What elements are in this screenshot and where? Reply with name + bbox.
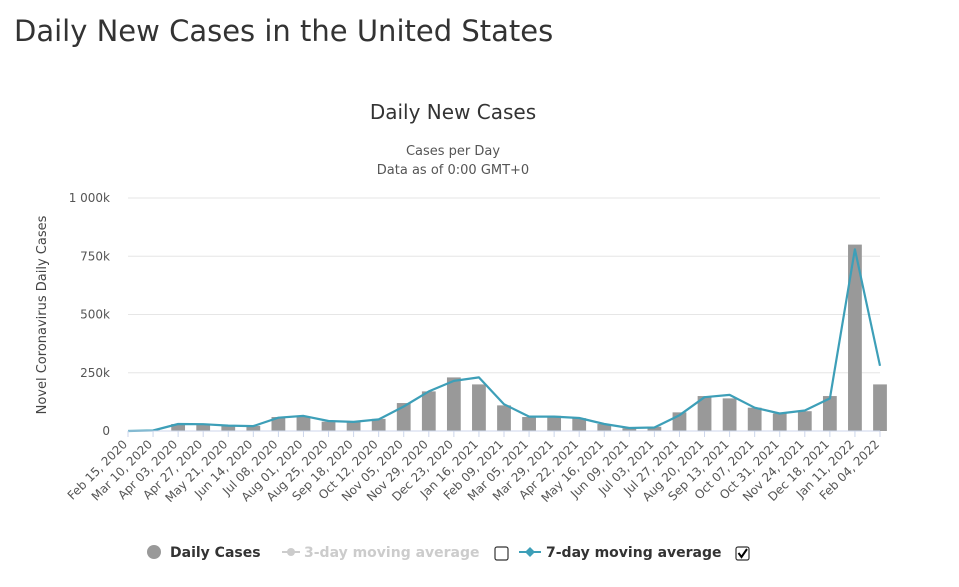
daily-cases-bar[interactable] bbox=[296, 416, 311, 431]
y-tick-label: 1 000k bbox=[69, 191, 110, 205]
y-axis-title: Novel Coronavirus Daily Cases bbox=[35, 215, 50, 414]
y-tick-label: 500k bbox=[80, 308, 110, 322]
daily-cases-bar[interactable] bbox=[321, 421, 336, 431]
daily-cases-bar[interactable] bbox=[396, 403, 411, 431]
daily-cases-bar[interactable] bbox=[722, 398, 737, 431]
legend-7-day-diamond-icon bbox=[525, 547, 535, 557]
chart-title: Daily New Cases bbox=[370, 100, 536, 124]
legend-item-7-day-average[interactable]: 7-day moving average bbox=[519, 545, 722, 561]
y-tick-label: 0 bbox=[102, 424, 110, 438]
daily-cases-bar[interactable] bbox=[822, 396, 837, 431]
seven-day-average-layer[interactable] bbox=[127, 248, 882, 433]
y-tick-label: 750k bbox=[80, 249, 110, 263]
daily-cases-bar[interactable] bbox=[346, 421, 361, 431]
daily-cases-bar[interactable] bbox=[622, 428, 637, 431]
daily-cases-bar[interactable] bbox=[597, 424, 612, 431]
daily-cases-bar[interactable] bbox=[772, 413, 787, 431]
daily-cases-bar[interactable] bbox=[196, 424, 211, 431]
seven-day-average-line[interactable] bbox=[127, 248, 882, 433]
y-axis-ticks: 0 250k 500k 750k 1 000k bbox=[69, 191, 110, 438]
daily-cases-bar[interactable] bbox=[848, 244, 862, 431]
daily-cases-bar[interactable] bbox=[171, 424, 186, 431]
legend: Daily Cases 3-day moving average 7-day m… bbox=[147, 545, 750, 561]
daily-cases-bar[interactable] bbox=[697, 396, 712, 431]
daily-cases-bar[interactable] bbox=[797, 411, 812, 431]
legend-item-3-day-average[interactable]: 3-day moving average bbox=[282, 545, 480, 561]
daily-cases-bar[interactable] bbox=[547, 415, 562, 431]
daily-cases-bar[interactable] bbox=[572, 418, 587, 431]
daily-cases-bar[interactable] bbox=[446, 377, 461, 431]
legend-7-day-label: 7-day moving average bbox=[546, 545, 722, 561]
daily-cases-bar[interactable] bbox=[421, 391, 436, 431]
legend-3-day-checkbox[interactable] bbox=[494, 546, 509, 561]
daily-cases-bar[interactable] bbox=[747, 407, 762, 431]
daily-cases-bar[interactable] bbox=[522, 417, 536, 431]
legend-7-day-checkmark-icon bbox=[737, 548, 748, 559]
legend-daily-cases-marker bbox=[147, 545, 161, 559]
legend-daily-cases-label: Daily Cases bbox=[170, 545, 261, 561]
chart-subtitle-line-1: Cases per Day bbox=[406, 144, 500, 159]
daily-cases-bars[interactable] bbox=[146, 244, 887, 431]
legend-item-daily-cases[interactable]: Daily Cases bbox=[147, 545, 261, 561]
daily-cases-bar[interactable] bbox=[246, 425, 261, 431]
daily-cases-bar[interactable] bbox=[371, 418, 386, 431]
daily-cases-bar[interactable] bbox=[472, 384, 486, 431]
daily-cases-bar[interactable] bbox=[647, 426, 662, 431]
legend-7-day-checkbox[interactable] bbox=[735, 546, 750, 561]
grid-lines bbox=[128, 197, 880, 374]
daily-cases-bar[interactable] bbox=[271, 417, 286, 431]
legend-3-day-label: 3-day moving average bbox=[304, 545, 480, 561]
page-title: Daily New Cases in the United States bbox=[14, 14, 554, 48]
daily-cases-bar[interactable] bbox=[873, 384, 887, 431]
chart-subtitle-line-2: Data as of 0:00 GMT+0 bbox=[377, 163, 529, 178]
daily-cases-bar[interactable] bbox=[221, 425, 236, 431]
daily-cases-bar[interactable] bbox=[497, 405, 511, 431]
y-tick-label: 250k bbox=[80, 366, 110, 380]
legend-3-day-marker bbox=[287, 548, 295, 556]
